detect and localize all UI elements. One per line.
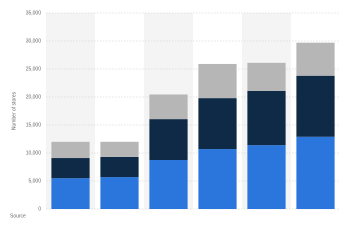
bar-segment [100, 156, 139, 178]
bar-segment [296, 136, 335, 209]
bar-segment [149, 160, 188, 209]
bar-segment [149, 94, 188, 120]
y-tick-label: 35,000 [26, 10, 42, 16]
y-tick-label: 5,000 [28, 178, 41, 184]
bar-segment [198, 98, 237, 150]
source: Source [10, 213, 26, 219]
bar-segment [247, 62, 286, 91]
bar-segment [198, 63, 237, 99]
bar-segment [51, 158, 90, 179]
y-tick-label: 20,000 [26, 94, 42, 100]
y-tick-label: 15,000 [26, 122, 42, 128]
y-tick-label: 0 [38, 206, 41, 212]
bar-segment [100, 177, 139, 209]
bar-segment [198, 149, 237, 209]
bar-segment [247, 90, 286, 146]
chart: Number of stores Source 0 5,000 10,000 15,0… [10, 10, 340, 219]
bar-segment [296, 75, 335, 137]
y-axis-label: Number of stores [11, 91, 17, 130]
bar-segment [100, 141, 139, 157]
y-tick-label: 25,000 [26, 66, 42, 72]
bar-segment [247, 145, 286, 209]
bar-segment [51, 141, 90, 159]
y-tick-label: 30,000 [26, 38, 42, 44]
bar-segment [296, 42, 335, 76]
bar-segment [51, 178, 90, 209]
y-tick-label: 10,000 [26, 150, 42, 156]
bar-segment [149, 119, 188, 160]
